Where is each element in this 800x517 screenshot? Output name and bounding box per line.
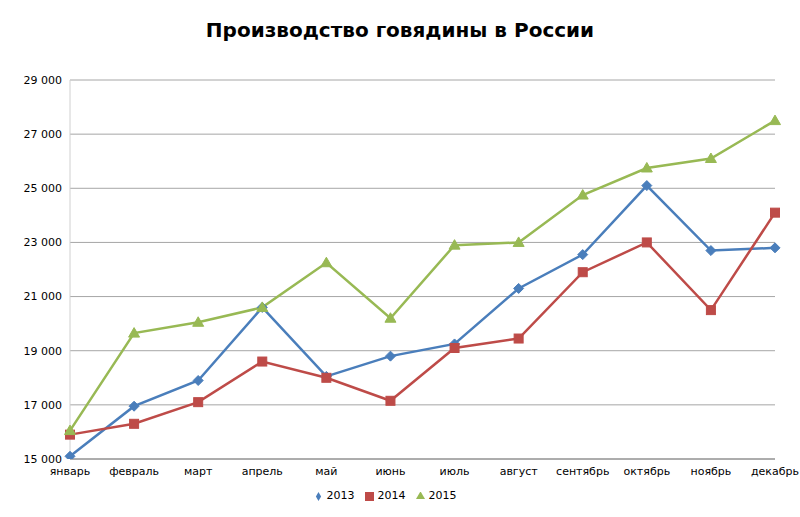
svg-text:21 000: 21 000 [24,290,63,303]
svg-text:27 000: 27 000 [24,128,63,141]
svg-text:август: август [500,465,539,478]
html-text:2015: 2015 [428,489,457,502]
svg-text:июнь: июнь [375,465,405,478]
svg-text:апрель: апрель [242,465,283,478]
html-text:2014: 2014 [377,489,406,502]
svg-text:19 000: 19 000 [24,345,63,358]
svg-text:май: май [315,465,337,478]
svg-text:февраль: февраль [109,465,159,478]
svg-text:июль: июль [440,465,470,478]
svg-text:октябрь: октябрь [623,465,670,478]
svg-text:23 000: 23 000 [24,236,63,249]
svg-text:декабрь: декабрь [751,465,792,478]
svg-text:17 000: 17 000 [24,399,63,412]
svg-text:март: март [184,465,213,478]
svg-text:25 000: 25 000 [24,182,63,195]
svg-text:29 000: 29 000 [24,74,63,87]
svg-text:сентябрь: сентябрь [556,465,609,478]
html-text:Производство говядины в России: Производство говядины в России [205,18,595,42]
svg-text:январь: январь [50,465,91,478]
svg-text:15 000: 15 000 [24,453,63,466]
svg-text:ноябрь: ноябрь [691,465,732,478]
html-text:2013: 2013 [326,489,355,502]
